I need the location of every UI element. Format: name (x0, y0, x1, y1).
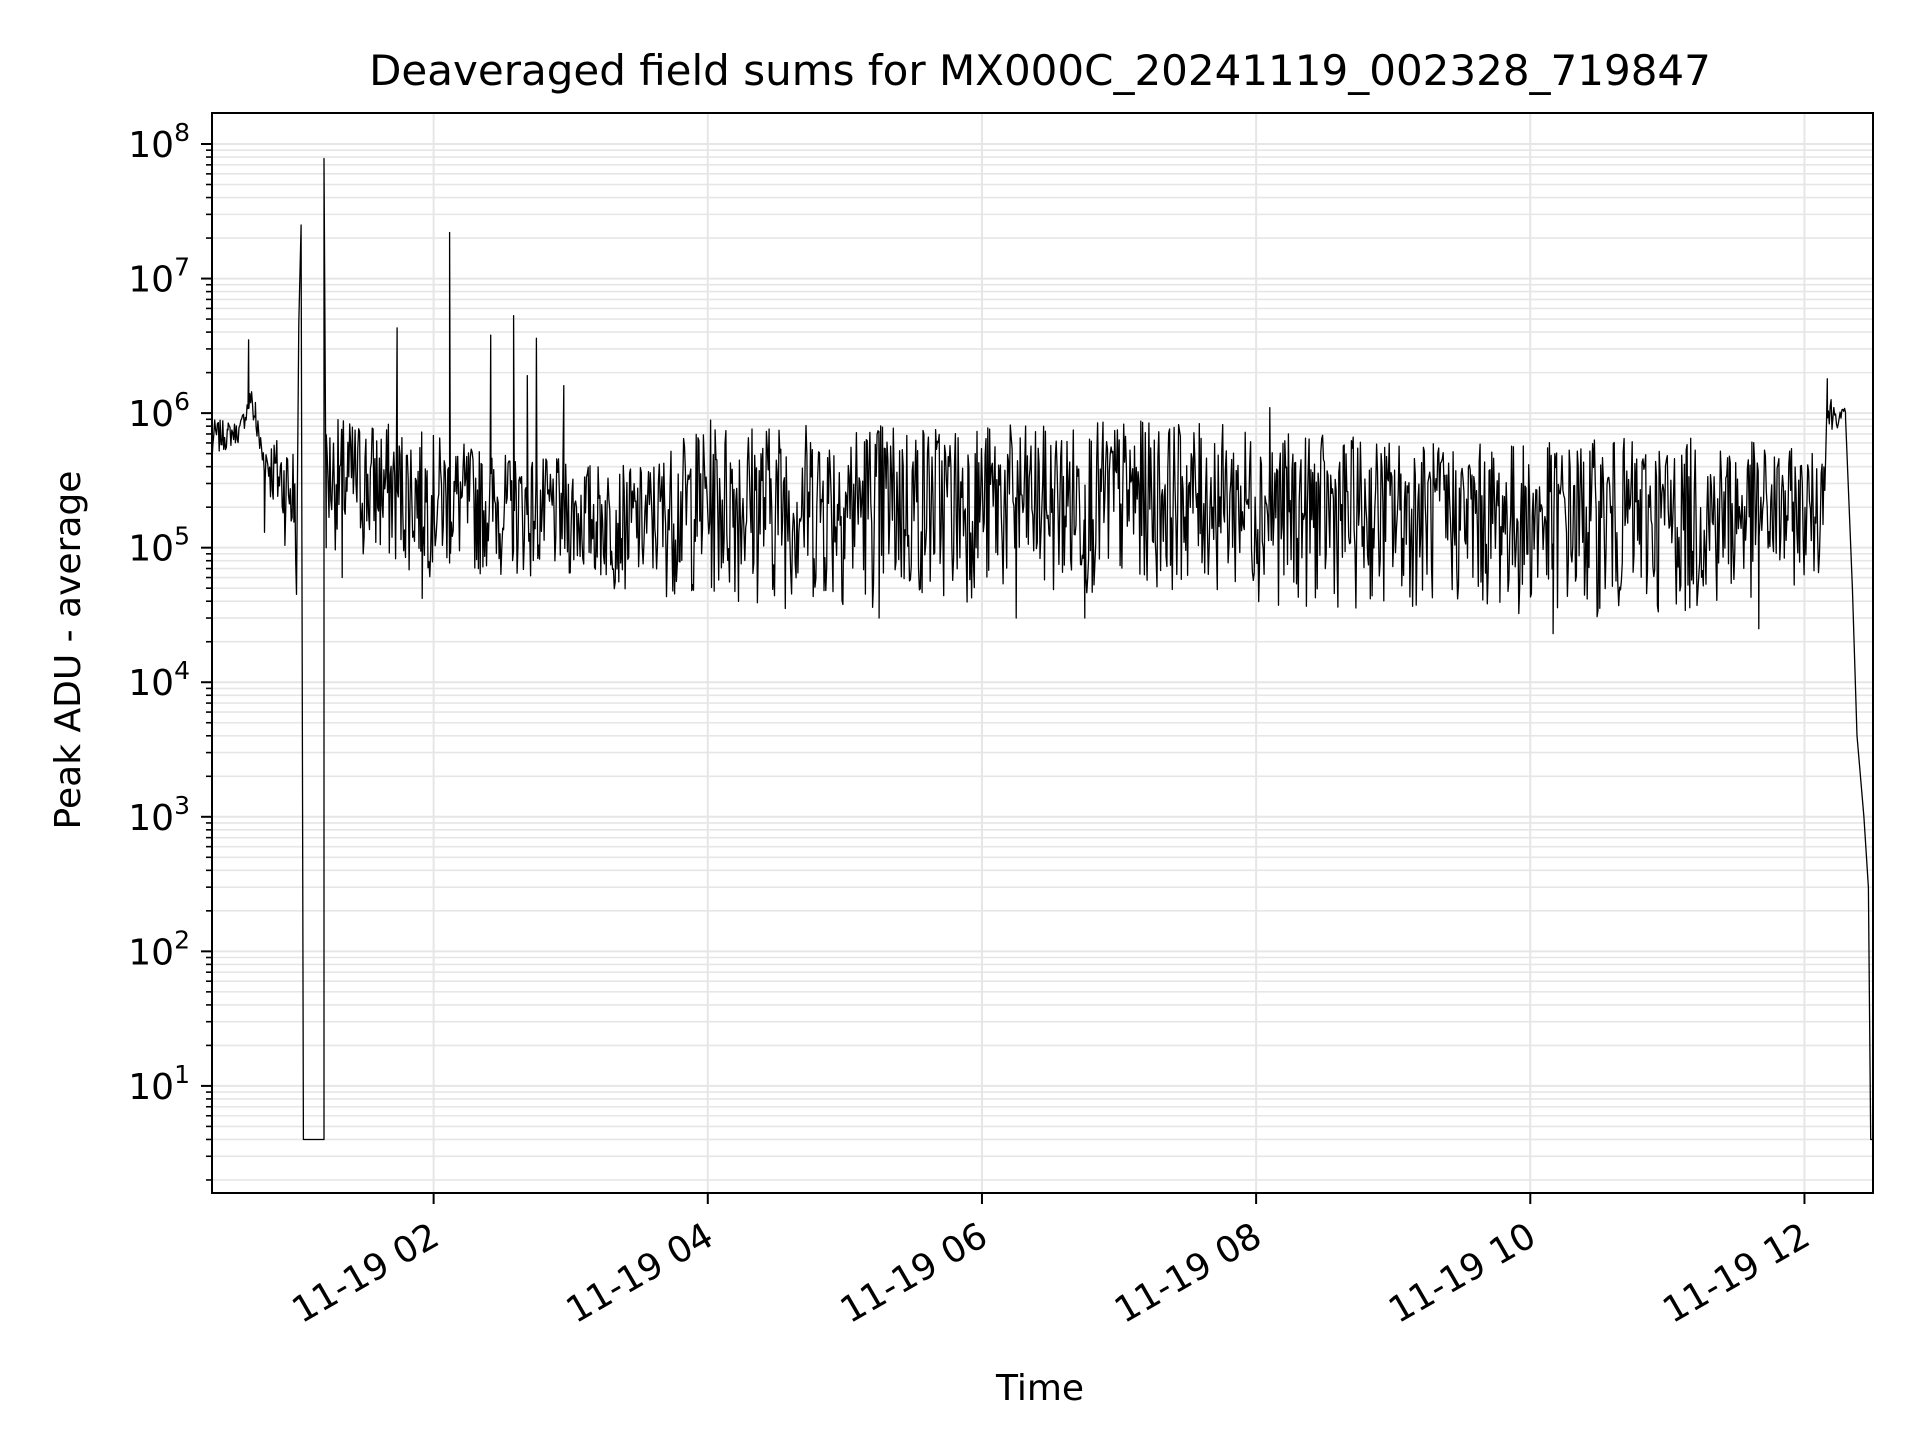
y-tick-label: 102 (128, 925, 190, 973)
y-tick-label: 104 (128, 656, 190, 704)
chart-title: Deaveraged field sums for MX000C_2024111… (369, 46, 1711, 95)
y-tick-label: 107 (128, 253, 190, 301)
minor-gridlines (212, 149, 1873, 1181)
y-tick-label: 103 (128, 791, 190, 839)
series-line (211, 157, 1873, 1141)
y-tick-label: 108 (128, 118, 190, 166)
y-axis-label: Peak ADU - average (48, 471, 89, 830)
y-tick-label: 101 (128, 1060, 190, 1108)
plot-area-frame (211, 112, 1874, 1194)
y-axis-ticks: 101 102 103 104 105 106 107 108 (128, 118, 212, 1181)
major-gridlines (212, 113, 1873, 1193)
series-trace (211, 157, 1873, 1141)
x-axis-label: Time (995, 1368, 1084, 1409)
y-tick-label: 105 (128, 522, 190, 570)
y-tick-label: 106 (128, 387, 190, 435)
